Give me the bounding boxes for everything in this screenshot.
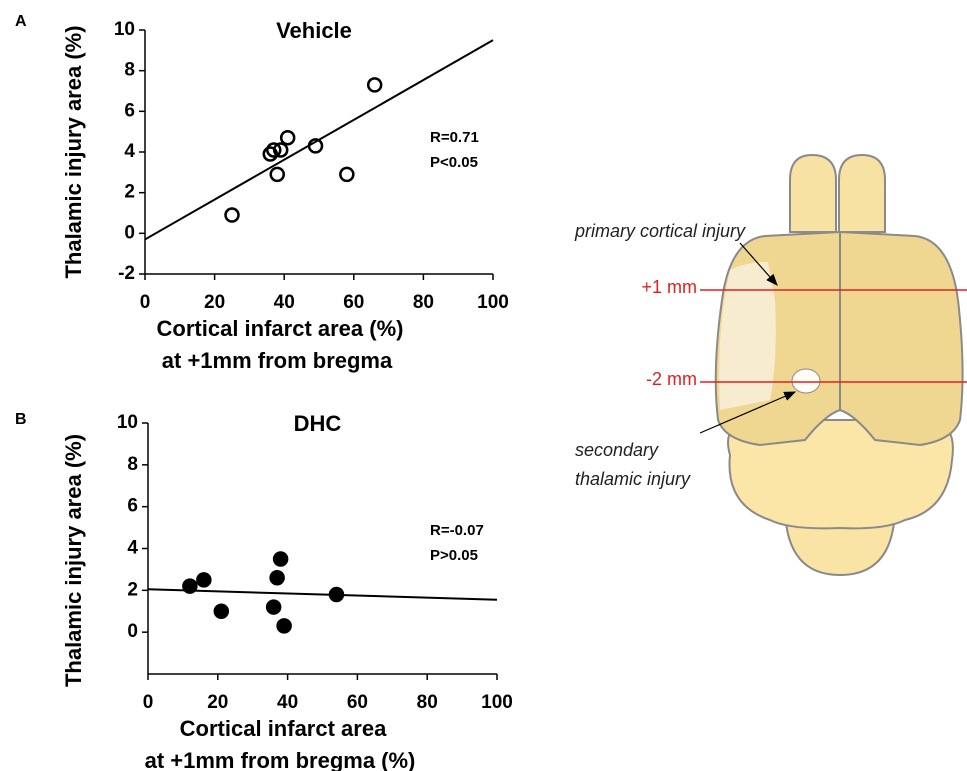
label: -2 mm [646, 369, 697, 389]
y-tick-label: 6 [127, 496, 138, 517]
x-tick-label: 60 [347, 692, 368, 713]
point [271, 571, 284, 584]
point [340, 168, 353, 181]
point [183, 580, 196, 593]
point [278, 619, 291, 632]
y-tick-label: 0 [124, 222, 135, 243]
y-tick-label: 0 [127, 621, 138, 642]
annotation: P<0.05 [430, 154, 478, 171]
point [215, 605, 228, 618]
y-axis-label: Thalamic injury area (%) [61, 434, 86, 687]
point [281, 131, 294, 144]
x-tick-label: 0 [140, 292, 151, 313]
chart-title: Vehicle [276, 18, 352, 43]
point [274, 552, 287, 565]
fit-line [148, 589, 497, 599]
point [271, 168, 284, 181]
panel-label: B [15, 411, 27, 428]
x-tick-label: 100 [481, 692, 513, 713]
y-tick-label: 2 [124, 182, 135, 203]
y-tick-label: 6 [124, 100, 135, 121]
point [197, 573, 210, 586]
thalamic-injury [792, 369, 820, 393]
olfactory-bulb [839, 155, 885, 232]
y-tick-label: 10 [114, 19, 135, 40]
label: thalamic injury [575, 469, 691, 489]
x-axis-label: Cortical infarct area [180, 716, 387, 741]
x-tick-label: 60 [343, 292, 364, 313]
point [330, 588, 343, 601]
x-tick-label: 80 [413, 292, 434, 313]
y-axis-label: Thalamic injury area (%) [61, 25, 86, 278]
y-tick-label: 10 [117, 412, 138, 433]
y-tick-label: 8 [127, 454, 138, 475]
x-tick-label: 40 [274, 292, 295, 313]
annotation: R=0.71 [430, 129, 479, 146]
label: secondary [575, 440, 659, 460]
right-hemisphere [840, 232, 963, 445]
figure: primary cortical injury +1 mm -2 mm seco… [0, 0, 967, 771]
x-tick-label: 20 [207, 692, 228, 713]
x-axis-label: at +1mm from bregma (%) [145, 748, 416, 771]
annotation: R=-0.07 [430, 522, 484, 539]
label: +1 mm [641, 277, 697, 297]
point [226, 209, 239, 222]
brain-diagram: primary cortical injury +1 mm -2 mm seco… [574, 155, 967, 575]
y-tick-label: -2 [118, 263, 135, 284]
y-tick-label: 4 [124, 141, 135, 162]
y-tick-label: 8 [124, 60, 135, 81]
panel-label: A [15, 13, 27, 30]
olfactory-bulb [790, 155, 836, 232]
y-tick-label: 4 [127, 538, 138, 559]
x-tick-label: 40 [277, 692, 298, 713]
point [267, 601, 280, 614]
x-tick-label: 80 [417, 692, 438, 713]
annotation: P>0.05 [430, 547, 478, 564]
cortical-injury [719, 262, 776, 410]
x-tick-label: 100 [477, 292, 509, 313]
x-axis-label: Cortical infarct area (%) [157, 316, 404, 341]
x-axis-label: at +1mm from bregma [162, 348, 393, 373]
label: primary cortical injury [574, 221, 746, 241]
x-tick-label: 0 [143, 692, 154, 713]
x-tick-label: 20 [204, 292, 225, 313]
chart-title: DHC [294, 411, 342, 436]
point [368, 78, 381, 91]
y-tick-label: 2 [127, 579, 138, 600]
